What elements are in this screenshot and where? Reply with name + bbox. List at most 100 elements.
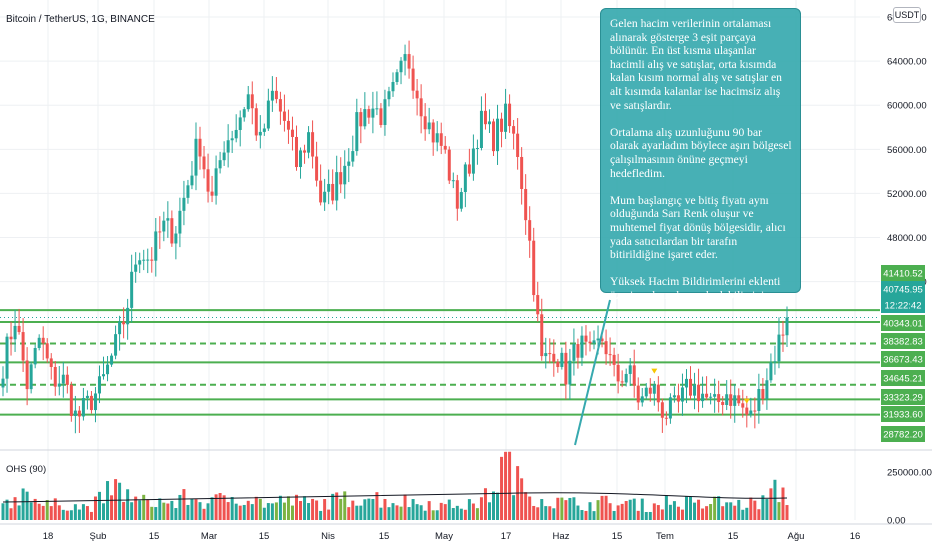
candle-body: [278, 99, 282, 112]
oscillator-bar: [644, 512, 648, 520]
oscillator-bar: [781, 487, 785, 520]
candle-body: [57, 383, 61, 387]
candle-body: [745, 407, 749, 415]
oscillator-bar: [299, 501, 303, 520]
oscillator-bar: [9, 508, 13, 520]
price-level-label: 12:22:42: [885, 301, 922, 312]
x-tick-label: 17: [501, 531, 512, 542]
oscillator-bar: [419, 505, 423, 520]
candle-body: [423, 116, 427, 130]
oscillator-bar: [508, 451, 512, 520]
candle-body: [620, 381, 624, 383]
oscillator-bar: [765, 499, 769, 520]
candle-body: [25, 360, 29, 390]
oscillator-bar: [327, 509, 331, 520]
candle-body: [753, 410, 757, 412]
oscillator-bar: [777, 502, 781, 520]
price-level-tag: [881, 297, 925, 313]
oscillator-bar: [717, 496, 721, 520]
oscillator-bar: [81, 504, 85, 520]
annotation-note[interactable]: Gelen hacim verilerinin ortalaması alına…: [600, 8, 801, 302]
candle-body: [45, 343, 49, 359]
x-tick-label: 15: [612, 531, 623, 542]
oscillator-bar: [475, 508, 479, 520]
candle-body: [439, 133, 443, 146]
candle-body: [612, 354, 616, 365]
oscillator-bar: [423, 510, 427, 520]
candle-body: [282, 111, 286, 121]
oscillator-bar: [624, 501, 628, 520]
candle-body: [114, 334, 118, 356]
oscillator-bar: [274, 502, 278, 520]
oscillator-bar: [383, 498, 387, 520]
oscillator-bar: [93, 496, 97, 520]
oscillator-bar: [496, 492, 500, 520]
oscillator-bar: [773, 479, 777, 520]
price-level-tag: [881, 351, 925, 367]
oscillator-bar: [463, 509, 467, 520]
candle-body: [596, 338, 600, 341]
candle-body: [757, 389, 761, 411]
candle-body: [218, 160, 222, 169]
candle-body: [443, 145, 447, 150]
candle-body: [102, 374, 106, 377]
osc-tick-label: 0.00: [887, 516, 906, 527]
candle-body: [69, 384, 73, 416]
oscillator-bar: [632, 498, 636, 520]
candle-body: [65, 374, 69, 385]
note-pointer: [574, 299, 611, 446]
oscillator-bar: [126, 489, 130, 520]
currency-badge[interactable]: USDT: [893, 7, 921, 23]
candle-body: [250, 94, 254, 109]
candle-body: [709, 396, 713, 398]
y-tick-label: 60000.00: [887, 101, 927, 112]
oscillator-label[interactable]: OHS (90): [6, 464, 47, 475]
candle-body: [85, 395, 89, 399]
oscillator-bar: [351, 500, 355, 520]
oscillator-bar: [504, 451, 508, 520]
candle-body: [89, 395, 93, 411]
oscillator-bar: [122, 501, 126, 520]
oscillator-bar: [230, 496, 234, 520]
candle-body: [616, 364, 620, 382]
candle-body: [222, 152, 226, 161]
oscillator-bar: [142, 494, 146, 520]
oscillator-bar: [118, 482, 122, 520]
candle-body: [447, 149, 451, 181]
axes: 68000.0064000.0060000.0056000.0052000.00…: [43, 13, 932, 542]
candle-body: [451, 180, 455, 182]
oscillator-bar: [262, 507, 266, 520]
oscillator-bar: [97, 491, 101, 520]
oscillator-bar: [471, 503, 475, 520]
oscillator-bar: [680, 509, 684, 520]
oscillator-bar: [226, 502, 230, 520]
candle-body: [178, 210, 182, 234]
candle-body: [93, 393, 97, 411]
candle-body: [375, 108, 379, 110]
note-paragraph-1: Gelen hacim verilerinin ortalaması alına…: [610, 17, 782, 112]
candle-body: [387, 91, 391, 100]
candle-body: [684, 378, 688, 388]
oscillator-bar: [331, 493, 335, 520]
oscillator-bar: [182, 489, 186, 520]
candle-body: [455, 180, 459, 209]
chart-title[interactable]: Bitcoin / TetherUS, 1G, BINANCE: [6, 14, 155, 25]
oscillator-bar: [540, 499, 544, 520]
oscillator-bar: [435, 510, 439, 520]
oscillator-bar: [459, 508, 463, 520]
candle-body: [660, 402, 664, 418]
candle-body: [359, 112, 363, 127]
price-level-tag: [881, 426, 925, 442]
candle-body: [520, 156, 524, 189]
candle-body: [415, 90, 419, 99]
candle-body: [411, 68, 415, 91]
candle-body: [246, 94, 250, 110]
candle-body: [475, 147, 479, 149]
candle-body: [492, 121, 496, 152]
candle-body: [158, 231, 162, 233]
oscillator-bar: [335, 492, 339, 520]
price-level-tag: [881, 370, 925, 386]
candle-body: [552, 353, 556, 362]
oscillator-bar: [363, 499, 367, 520]
oscillator-bar: [166, 503, 170, 520]
